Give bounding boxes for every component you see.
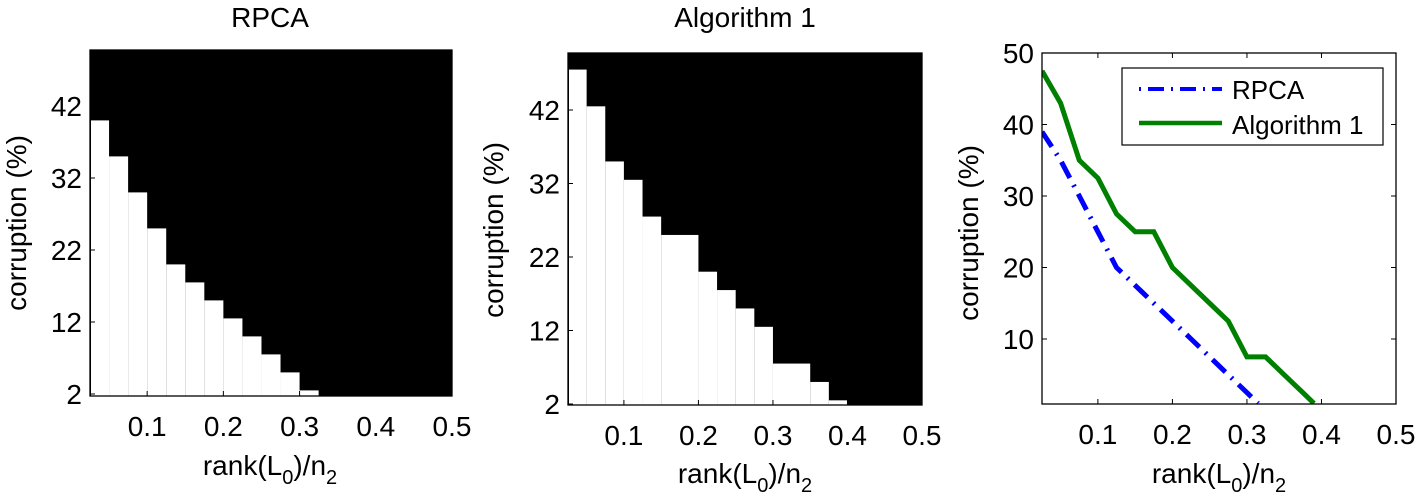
legend-label-rpca: RPCA [1232,75,1305,105]
success-cell-column [810,381,829,405]
success-cell-column [661,234,699,405]
phase-plot-area [90,50,452,397]
success-cell-column [735,308,755,405]
x-tick-label: 0.3 [753,420,792,451]
x-tick-label: 0.1 [1078,419,1117,450]
axes-frame [567,52,923,406]
y-tick-label: 12 [529,316,560,347]
success-cell-column [623,179,643,405]
y-tick-label: 50 [1003,38,1034,69]
success-cell-column [280,372,300,396]
success-cell-column [204,300,224,396]
y-tick-label: 42 [529,95,560,126]
y-tick-label: 10 [1003,324,1034,355]
x-axis-label: rank(L0)/n2 [678,458,812,497]
panel-comparison: 0.1 0.2 0.3 0.4 0.5 10 20 30 40 50 RPCA Algorithm… [953,38,1415,497]
axes-frame [89,49,453,397]
success-cell-column [185,282,205,396]
x-tick-label: 0.2 [204,411,243,442]
success-cell-column [91,120,110,397]
success-cell-column [772,363,811,405]
legend: RPCA Algorithm 1 [1121,67,1384,146]
success-cell-column [261,354,281,396]
success-cell-column [754,326,773,405]
success-cell-column [717,290,736,405]
x-tick-label: 0.5 [433,411,472,442]
phase-plot-area [568,53,922,405]
panel-algorithm1: Algorithm 1 0.1 0.2 0.3 0.4 0.5 2 12 22 32 42 cor… [478,2,941,497]
x-tick-label: 0.4 [1302,419,1341,450]
success-cell-column [242,336,262,396]
x-tick-label: 0.1 [604,420,643,451]
y-tick-label: 30 [1003,181,1034,212]
success-cell-column [828,400,848,405]
line-plot-area [1042,69,1316,404]
y-tick-label: 2 [66,379,82,410]
y-tick-label: 42 [51,91,82,122]
axes: 0.1 0.2 0.3 0.4 0.5 2 12 22 32 42 [529,52,942,451]
x-axis-label: rank(L0)/n2 [1152,458,1286,497]
y-tick-label: 32 [51,163,82,194]
y-tick-label: 12 [51,307,82,338]
y-tick-label: 22 [529,242,560,273]
success-cell-column [569,69,587,405]
x-tick-label: 0.2 [679,420,718,451]
y-axis-label: corruption (%) [1,135,32,311]
y-tick-label: 32 [529,169,560,200]
panel-rpca: RPCA 0.1 0.2 0.3 0.4 0.5 2 12 22 32 42 corruption… [1,2,471,489]
panel-title: Algorithm 1 [674,2,816,33]
success-cell-column [605,161,624,405]
success-cell-column [642,216,662,405]
x-tick-label: 0.3 [280,411,319,442]
x-tick-label: 0.4 [356,411,395,442]
algorithm1-line [1042,69,1316,404]
y-tick-label: 22 [51,235,82,266]
y-tick-label: 2 [544,389,560,420]
y-tick-label: 20 [1003,253,1034,284]
success-cell-column [698,271,718,405]
x-tick-label: 0.4 [828,420,867,451]
rpca-line [1042,130,1260,404]
axes-frame [1041,52,1397,405]
axes: 0.1 0.2 0.3 0.4 0.5 2 12 22 32 42 [51,49,472,442]
success-cell-column [223,318,243,396]
x-tick-label: 0.1 [128,411,167,442]
x-tick-label: 0.5 [903,420,942,451]
success-cell-column [147,228,167,396]
x-axis-label: rank(L0)/n2 [203,450,337,489]
success-cell-column [166,264,186,396]
y-axis-label: corruption (%) [953,145,984,321]
y-tick-label: 40 [1003,110,1034,141]
x-tick-label: 0.2 [1153,419,1192,450]
success-cell-column [299,390,319,396]
legend-label-algorithm1: Algorithm 1 [1232,110,1364,140]
panel-title: RPCA [231,2,309,33]
success-cell-column [109,156,129,396]
y-axis-label: corruption (%) [478,142,509,318]
axes: 0.1 0.2 0.3 0.4 0.5 10 20 30 40 50 [1003,38,1416,450]
success-cell-column [586,106,606,405]
x-tick-label: 0.3 [1227,419,1266,450]
success-cell-column [128,192,148,396]
x-tick-label: 0.5 [1377,419,1416,450]
legend-box [1121,67,1384,146]
